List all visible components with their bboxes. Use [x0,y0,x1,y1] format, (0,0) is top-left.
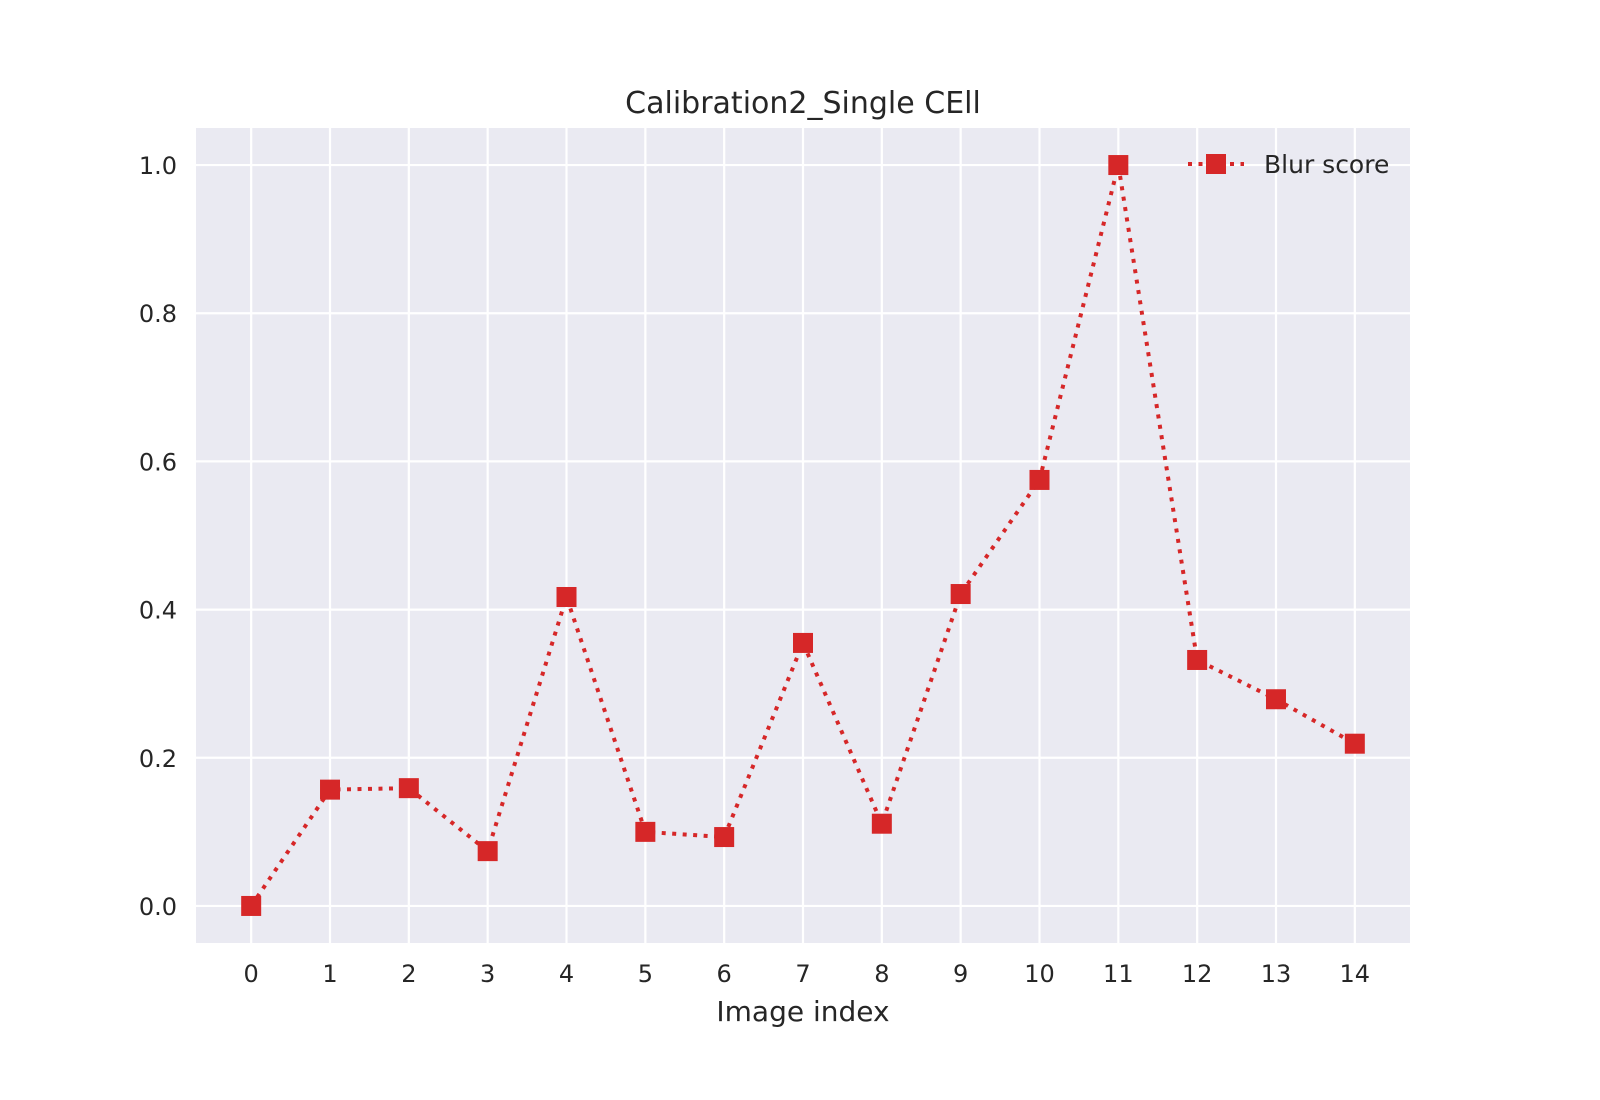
data-point-marker [714,827,735,848]
grid-lines [196,128,1410,943]
x-axis-label: Image index [716,995,889,1028]
legend-marker [1206,154,1226,174]
legend: Blur score [1188,150,1389,179]
data-point-marker [1344,733,1365,754]
data-point-marker [950,584,971,605]
data-point-marker [1187,649,1208,670]
x-tick-label: 3 [480,960,495,988]
x-tick-label: 1 [322,960,337,988]
data-point-marker [477,841,498,862]
legend-label: Blur score [1264,150,1389,179]
x-tick-label: 2 [401,960,416,988]
data-point-marker [1265,689,1286,710]
x-tick-label: 6 [717,960,732,988]
x-tick-label: 11 [1103,960,1134,988]
chart-title: Calibration2_Single CEll [625,86,981,121]
data-point-marker [635,821,656,842]
y-axis-ticks: 0.0 0.2 0.4 0.6 0.8 1.0 [139,152,177,921]
x-tick-label: 9 [953,960,968,988]
x-tick-label: 4 [559,960,574,988]
data-point-marker [241,895,262,916]
series-group [241,155,1365,916]
y-tick-label: 0.4 [139,597,177,625]
data-point-marker [1108,155,1129,176]
x-tick-label: 0 [244,960,259,988]
x-tick-label: 5 [638,960,653,988]
x-tick-label: 13 [1261,960,1292,988]
y-tick-label: 0.8 [139,300,177,328]
y-tick-label: 1.0 [139,152,177,180]
series-line [249,164,1356,908]
x-axis-ticks: 0 1 2 3 4 5 6 7 8 9 10 11 12 13 14 [244,960,1371,988]
data-point-marker [871,813,892,834]
x-tick-label: 14 [1340,960,1371,988]
data-point-marker [320,779,341,800]
y-tick-label: 0.0 [139,893,177,921]
x-tick-label: 10 [1024,960,1055,988]
y-tick-label: 0.6 [139,448,177,476]
data-point-marker [1029,469,1050,490]
data-point-marker [793,632,813,653]
data-point-marker [556,586,577,607]
x-tick-label: 7 [795,960,810,988]
data-point-marker [398,778,419,799]
x-tick-label: 12 [1182,960,1213,988]
x-tick-label: 8 [874,960,889,988]
y-tick-label: 0.2 [139,745,177,773]
